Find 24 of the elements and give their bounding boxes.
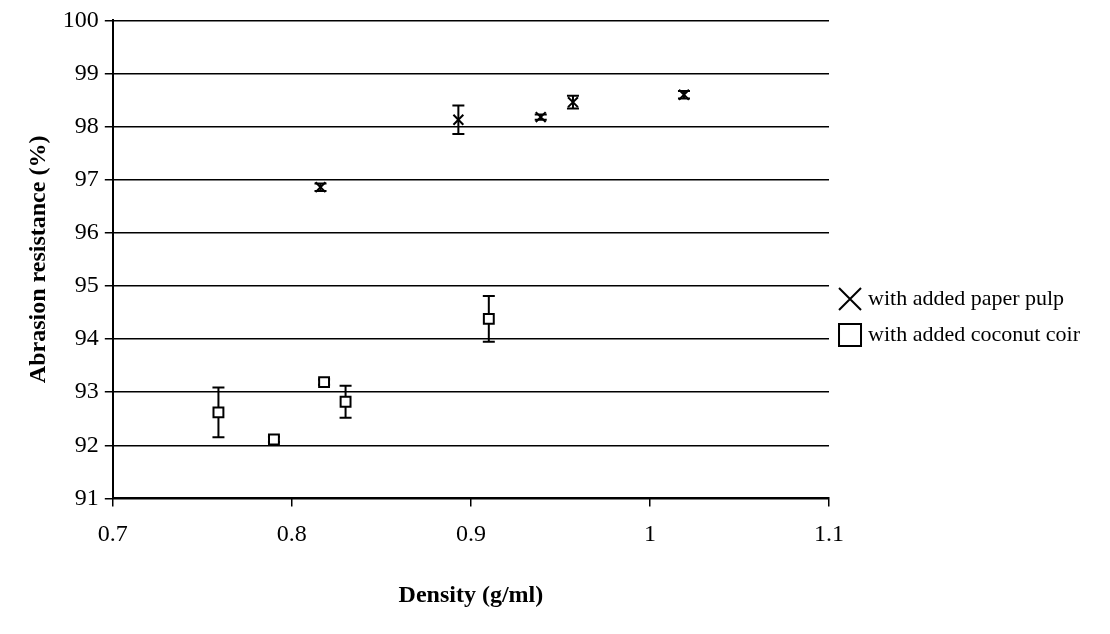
y-axis-title: Abrasion resistance (%): [23, 135, 50, 384]
y-tick-label: 95: [74, 271, 99, 298]
y-tick-label: 100: [62, 5, 99, 32]
y-tick-label: 97: [74, 165, 99, 192]
y-tick-label: 98: [74, 111, 99, 138]
y-tick-label: 94: [74, 324, 99, 351]
y-tick-label: 91: [74, 483, 99, 510]
point: [452, 113, 465, 126]
point: [212, 406, 225, 419]
x-axis-title: Density (g/ml): [398, 580, 544, 607]
x-tick-label: 1.1: [814, 520, 845, 547]
legend-label: with added coconut coir: [868, 320, 1081, 346]
y-tick-label: 99: [74, 58, 99, 85]
y-tick-label: 96: [74, 218, 99, 245]
x-tick-label: 0.9: [455, 520, 486, 547]
point: [534, 111, 547, 124]
point: [482, 312, 495, 325]
y-tick-label: 92: [74, 430, 99, 457]
legend-label: with added paper pulp: [868, 284, 1065, 310]
x-tick-label: 0.7: [97, 520, 128, 547]
y-tick-label: 93: [74, 377, 99, 404]
x-tick-label: 1: [643, 520, 656, 547]
x-tick-label: 0.8: [276, 520, 307, 547]
point: [339, 395, 352, 408]
